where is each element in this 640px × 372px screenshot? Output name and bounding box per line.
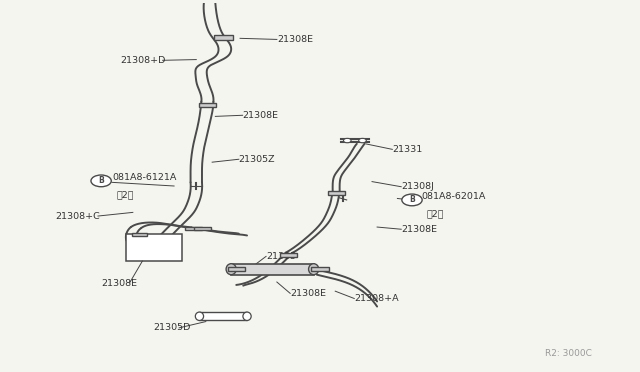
- Text: （2）: （2）: [117, 190, 134, 199]
- Ellipse shape: [195, 312, 204, 321]
- Circle shape: [402, 194, 422, 206]
- Text: 21308+D: 21308+D: [120, 56, 166, 65]
- Bar: [132, 232, 147, 236]
- Text: 21305: 21305: [266, 252, 296, 261]
- Ellipse shape: [308, 264, 319, 275]
- Text: R2: 3000C: R2: 3000C: [545, 349, 592, 358]
- Text: 21305D: 21305D: [154, 323, 191, 332]
- Text: B: B: [99, 176, 104, 185]
- Text: 21308E: 21308E: [290, 289, 326, 298]
- Text: 21308E: 21308E: [101, 279, 137, 288]
- Text: 21308+C: 21308+C: [56, 212, 100, 221]
- Circle shape: [358, 138, 366, 143]
- Bar: [228, 267, 245, 271]
- Circle shape: [344, 138, 351, 143]
- Bar: [328, 191, 345, 195]
- Text: 21305Z: 21305Z: [239, 155, 275, 164]
- Bar: [280, 253, 297, 257]
- Text: 21308J: 21308J: [401, 182, 434, 191]
- Text: 21308+A: 21308+A: [355, 294, 399, 303]
- Text: B: B: [409, 195, 415, 205]
- Ellipse shape: [243, 312, 251, 321]
- Circle shape: [91, 175, 111, 187]
- Bar: [127, 234, 182, 261]
- Text: 21308E: 21308E: [401, 225, 437, 234]
- Bar: [198, 103, 216, 107]
- Bar: [194, 227, 211, 231]
- Text: 081A8-6201A: 081A8-6201A: [422, 192, 486, 201]
- Bar: [231, 264, 314, 275]
- Text: 21308E: 21308E: [277, 35, 313, 44]
- Text: 081A8-6121A: 081A8-6121A: [112, 173, 176, 182]
- Text: （2）: （2）: [427, 209, 444, 218]
- Bar: [312, 267, 328, 271]
- Ellipse shape: [226, 264, 236, 275]
- Text: 21308E: 21308E: [243, 111, 278, 120]
- Bar: [200, 312, 247, 321]
- Text: 21331: 21331: [392, 145, 422, 154]
- Bar: [214, 35, 233, 40]
- Bar: [184, 227, 202, 231]
